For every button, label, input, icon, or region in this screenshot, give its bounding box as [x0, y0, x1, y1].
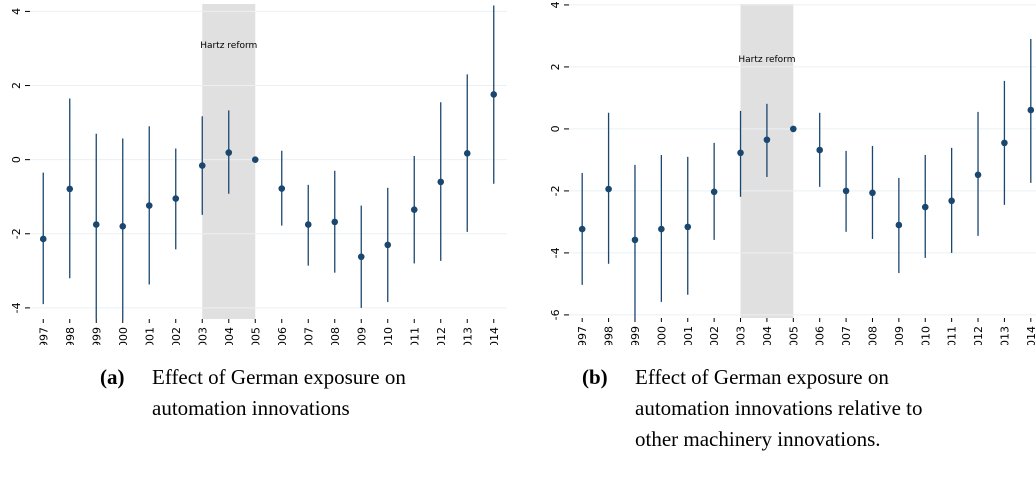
point [145, 202, 153, 209]
point [1027, 106, 1035, 114]
y-tick-label: -2 [549, 185, 562, 196]
point [578, 225, 586, 233]
chart: Hartz reform -4 -2 0 2 4 1997 1998 1999 2000 2001 2… [10, 4, 507, 355]
x-tick-label: 1997 [576, 326, 589, 345]
x-tick-label: 2012 [435, 327, 448, 345]
plot-area: Hartz reform [30, 4, 507, 319]
point [172, 195, 180, 202]
caption-text: Effect of German exposure on automation … [635, 365, 923, 451]
point [1001, 139, 1008, 147]
point [631, 236, 639, 244]
point [816, 146, 823, 154]
x-tick-label: 2002 [170, 327, 183, 345]
point [842, 187, 850, 195]
caption-text: Effect of German exposure on automation … [152, 365, 406, 420]
x-tick-label: 2012 [972, 326, 985, 345]
x-tick-label: 2001 [682, 326, 695, 345]
y-tick-label: -4 [549, 247, 562, 258]
x-tick-label: 2010 [382, 327, 395, 345]
y-tick-label: 0 [549, 125, 562, 132]
point [948, 197, 955, 205]
y-tick-label: -2 [10, 228, 23, 239]
point [737, 149, 744, 157]
x-tick-label: 1997 [37, 327, 50, 345]
x-tick-label: 1999 [629, 326, 642, 345]
point [251, 156, 259, 163]
x-tick-label: 2006 [276, 327, 289, 345]
figure: Hartz reform -4 -2 0 2 4 1997 1998 1999 2000 2001 2… [10, 1, 1036, 355]
caption-label: (a) [100, 365, 125, 389]
point [278, 185, 286, 192]
annotation: Hartz reform [200, 41, 257, 51]
x-tick-label: 2013 [998, 326, 1011, 345]
point [790, 125, 797, 133]
point [384, 241, 392, 249]
x-tick-label: 2008 [329, 327, 342, 345]
point [974, 171, 982, 179]
point [921, 203, 929, 211]
point [895, 221, 903, 229]
x-tick-label: 2005 [787, 326, 800, 345]
x-tick-label: 2006 [814, 326, 827, 345]
y-tick-label: -4 [10, 302, 23, 313]
point [763, 136, 771, 144]
caption-label: (b) [582, 365, 608, 389]
point [225, 149, 233, 156]
x-tick-label: 2013 [461, 327, 474, 345]
x-tick-label: 2010 [919, 326, 932, 345]
x-tick-label: 2005 [249, 327, 262, 345]
point [869, 189, 876, 197]
x-tick-label: 2007 [840, 326, 853, 345]
x-tick-label: 2002 [708, 326, 721, 345]
y-tick-label: 4 [10, 8, 23, 15]
point [92, 221, 100, 228]
y-tick-label: 0 [10, 156, 23, 163]
x-tick-label: 1998 [603, 326, 616, 345]
point [410, 206, 418, 213]
x-tick-label: 1999 [90, 327, 103, 345]
point [66, 185, 74, 193]
y-tick-label: -6 [549, 309, 562, 320]
y-tick-label: 2 [549, 63, 562, 70]
annotation: Hartz reform [738, 55, 795, 65]
x-tick-label: 2014 [488, 327, 501, 345]
y-tick-label: 2 [10, 82, 23, 89]
x-tick-label: 2009 [893, 326, 906, 345]
x-tick-label: 2003 [735, 326, 748, 345]
point [605, 185, 612, 193]
point [490, 91, 498, 98]
point [437, 178, 445, 186]
x-tick-label: 1998 [64, 327, 77, 345]
x-tick-label: 2008 [866, 326, 879, 345]
x-tick-label: 2004 [761, 326, 774, 345]
point [39, 235, 47, 243]
point [198, 162, 206, 169]
point [463, 150, 471, 157]
y-tick-label: 4 [549, 1, 562, 8]
point [658, 225, 665, 233]
point [684, 223, 692, 231]
plot-area: Hartz reform [569, 4, 1036, 318]
x-tick-label: 2014 [1025, 326, 1036, 345]
x-tick-label: 2003 [196, 327, 209, 345]
x-tick-label: 2000 [117, 327, 130, 345]
x-tick-label: 2000 [655, 326, 668, 345]
x-tick-label: 2011 [946, 326, 959, 345]
x-tick-label: 2004 [223, 327, 236, 345]
x-tick-label: 2001 [143, 327, 156, 345]
point [710, 188, 718, 196]
chart: Hartz reform -6 -4 -2 0 2 4 1997 1998 1999 2000 200… [549, 1, 1036, 354]
x-tick-label: 2011 [408, 327, 421, 345]
x-tick-label: 2007 [302, 327, 315, 345]
point [331, 218, 339, 226]
point [304, 221, 312, 228]
point [119, 223, 127, 230]
x-tick-label: 2009 [355, 327, 368, 345]
point [357, 253, 365, 261]
